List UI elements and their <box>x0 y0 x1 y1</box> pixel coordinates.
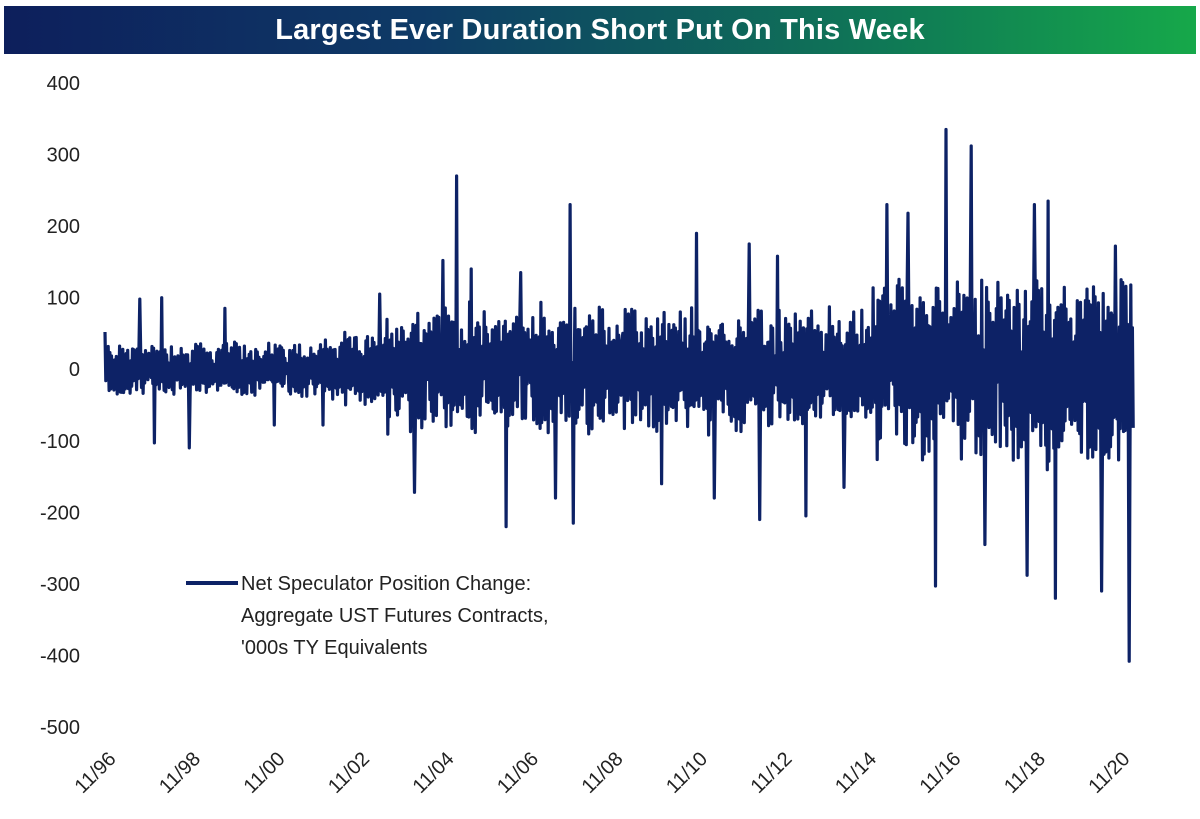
y-tick-label: -200 <box>40 502 80 524</box>
chart-title-bar: Largest Ever Duration Short Put On This … <box>4 6 1196 54</box>
x-tick-label: 11/16 <box>916 748 966 798</box>
y-tick-label: 300 <box>47 145 80 167</box>
x-tick-label: 11/96 <box>71 748 121 798</box>
series-line <box>103 127 1135 663</box>
legend-label: Net Speculator Position Change: <box>241 573 531 595</box>
x-tick-label: 11/08 <box>578 748 628 798</box>
y-tick-label: -500 <box>40 717 80 739</box>
chart-title: Largest Ever Duration Short Put On This … <box>275 13 925 46</box>
legend-label: '000s TY Equivalents <box>241 637 428 659</box>
x-tick-label: 11/06 <box>493 748 543 798</box>
x-tick-label: 11/98 <box>155 748 205 798</box>
y-tick-label: -100 <box>40 431 80 453</box>
x-tick-label: 11/20 <box>1085 748 1135 798</box>
x-tick-label: 11/12 <box>747 748 797 798</box>
x-tick-label: 11/02 <box>324 748 374 798</box>
x-tick-label: 11/10 <box>662 748 712 798</box>
x-tick-label: 11/18 <box>1000 748 1050 798</box>
y-tick-label: 100 <box>47 288 80 310</box>
x-tick-label: 11/04 <box>409 748 459 798</box>
y-tick-label: -300 <box>40 574 80 596</box>
x-tick-label: 11/00 <box>240 748 290 798</box>
y-tick-label: 0 <box>69 359 80 381</box>
y-tick-label: -400 <box>40 645 80 667</box>
x-tick-label: 11/14 <box>831 748 881 798</box>
y-tick-label: 200 <box>47 216 80 238</box>
y-tick-label: 400 <box>47 73 80 95</box>
legend-label: Aggregate UST Futures Contracts, <box>241 605 549 627</box>
